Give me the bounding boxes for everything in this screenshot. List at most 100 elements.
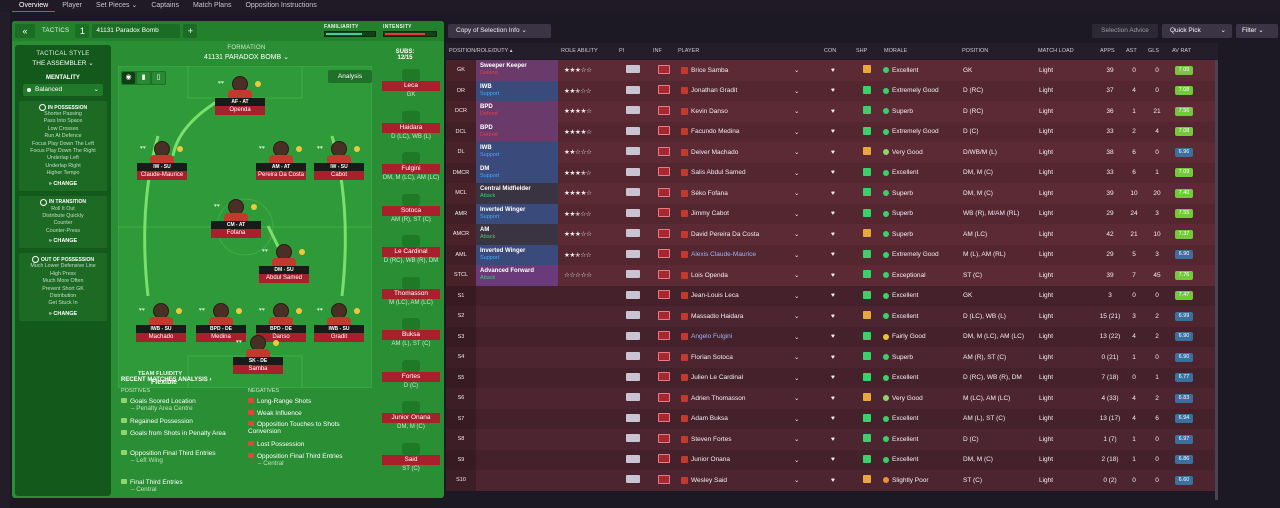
role-cell[interactable] [476, 286, 558, 307]
chevron-down-icon[interactable]: ⌄ [794, 231, 800, 239]
change-button[interactable]: » CHANGE [19, 238, 107, 244]
pi-cell[interactable] [616, 208, 650, 219]
player-cell[interactable]: Angelo Fulgini ⌄ [675, 333, 821, 341]
player-slot[interactable]: ♥♥ IW - SU Claude-Maurice [137, 141, 187, 181]
tab-2[interactable]: Set Pieces ⌄ [96, 2, 138, 9]
player-slot[interactable]: ♥♥ IWB - SU Gradit [314, 303, 364, 343]
sub-slot[interactable]: Leca GK [378, 69, 444, 109]
position-cell[interactable]: S10 [446, 470, 476, 491]
player-name[interactable]: Jonathan Gradit [691, 87, 738, 95]
player-name[interactable]: Angelo Fulgini [691, 333, 733, 341]
chevron-down-icon[interactable]: ⌄ [794, 87, 800, 95]
table-row[interactable]: DCL BPD Defend ★★★★☆ Facundo Medina ⌄ ♥ Extreme… [446, 121, 1218, 142]
table-scrollbar[interactable] [1215, 60, 1218, 500]
pi-cell[interactable] [616, 372, 650, 383]
column-header[interactable]: MATCH LOAD [1038, 48, 1074, 54]
position-cell[interactable]: S6 [446, 388, 476, 409]
position-cell[interactable]: S7 [446, 408, 476, 429]
table-row[interactable]: S2 Massadio Haidara ⌄ ♥ Excellent D (LC), WB … [446, 306, 1218, 327]
position-cell[interactable]: S9 [446, 449, 476, 470]
player-slot[interactable]: ♥♥ BPD - DE Danso [256, 303, 306, 343]
player-cell[interactable]: Kevin Danso ⌄ [675, 107, 821, 115]
analysis-title[interactable]: RECENT MATCHES ANALYSIS › [121, 377, 212, 383]
pi-cell[interactable] [616, 249, 650, 260]
player-cell[interactable]: Facundo Medina ⌄ [675, 128, 821, 136]
role-cell[interactable] [476, 409, 558, 430]
player-name[interactable]: Massadio Haidara [691, 312, 744, 320]
role-cell[interactable]: IWB Support [476, 142, 558, 163]
tactical-style-select[interactable]: THE ASSEMBLER ⌄ [32, 60, 94, 67]
player-cell[interactable]: Junior Onana ⌄ [675, 456, 821, 464]
chevron-down-icon[interactable]: ⌄ [794, 128, 800, 136]
player-name[interactable]: Facundo Medina [691, 128, 740, 136]
pi-cell[interactable] [616, 65, 650, 75]
table-row[interactable]: S7 Adam Buksa ⌄ ♥ Excellent AM (L), ST (C) Lig… [446, 408, 1218, 430]
table-row[interactable]: S1 Jean-Louis Leca ⌄ ♥ Excellent GK Light 3 0 0 7.… [446, 285, 1218, 307]
chevron-down-icon[interactable]: ⌄ [794, 190, 800, 198]
pitch-tool-2[interactable]: ▯ [152, 72, 165, 84]
tactic-slot-number[interactable]: 1 [75, 24, 90, 38]
tab-3[interactable]: Captains [151, 2, 179, 9]
role-cell[interactable]: DM Support [476, 162, 558, 183]
pi-cell[interactable] [616, 311, 650, 321]
position-cell[interactable]: S8 [446, 429, 476, 450]
chevron-down-icon[interactable]: ⌄ [794, 477, 800, 485]
role-cell[interactable]: Sweeper Keeper Defend [476, 60, 558, 81]
chevron-down-icon[interactable]: ⌄ [794, 313, 800, 321]
chevron-down-icon[interactable]: ⌄ [794, 108, 800, 116]
position-cell[interactable]: DCR [446, 101, 476, 122]
player-cell[interactable]: Wesley Said ⌄ [675, 476, 821, 484]
player-name[interactable]: Séko Fofana [691, 189, 728, 197]
pi-cell[interactable] [616, 454, 650, 465]
player-cell[interactable]: Massadio Haidara ⌄ [675, 312, 821, 320]
position-cell[interactable]: AMCR [446, 224, 476, 245]
player-name[interactable]: Wesley Said [691, 476, 728, 484]
column-header[interactable]: CON [824, 48, 837, 54]
role-cell[interactable] [476, 327, 558, 348]
filter-button[interactable]: Filter ⌄ [1236, 24, 1278, 38]
column-header[interactable]: AV RAT [1172, 48, 1192, 54]
chevron-down-icon[interactable]: ⌄ [794, 292, 800, 300]
tab-4[interactable]: Match Plans [192, 2, 232, 9]
player-cell[interactable]: Florian Sotoca ⌄ [675, 353, 821, 361]
player-name[interactable]: David Pereira Da Costa [691, 230, 760, 238]
player-name[interactable]: Junior Onana [691, 456, 731, 464]
chevron-down-icon[interactable]: ⌄ [794, 436, 800, 444]
role-cell[interactable]: Central Midfielder Attack [476, 183, 558, 204]
player-cell[interactable]: Jimmy Cabot ⌄ [675, 210, 821, 218]
position-cell[interactable]: GK [446, 60, 476, 81]
table-row[interactable]: S10 Wesley Said ⌄ ♥ Slightly Poor ST (C) Light… [446, 470, 1218, 491]
chevron-down-icon[interactable]: ⌄ [794, 395, 800, 403]
column-header[interactable]: AST [1126, 48, 1137, 54]
position-cell[interactable]: S5 [446, 367, 476, 388]
pitch-tool-0[interactable]: ◉ [122, 72, 135, 84]
role-cell[interactable] [476, 450, 558, 471]
role-cell[interactable] [476, 470, 558, 491]
role-cell[interactable]: Advanced Forward Attack [476, 265, 558, 286]
pi-cell[interactable] [616, 331, 650, 342]
copy-selection-button[interactable]: Copy of Selection Info ⌄ [448, 24, 551, 38]
column-header[interactable]: PI [619, 48, 625, 54]
player-cell[interactable]: Adrien Thomasson ⌄ [675, 394, 821, 402]
column-header[interactable]: POSITION [962, 48, 989, 54]
chevron-down-icon[interactable]: ⌄ [794, 210, 800, 218]
position-cell[interactable]: STCL [446, 265, 476, 286]
chevron-down-icon[interactable]: ⌄ [794, 149, 800, 157]
player-cell[interactable]: Adam Buksa ⌄ [675, 415, 821, 423]
quick-pick-button[interactable]: Quick Pick ⌄ [1162, 24, 1232, 38]
position-cell[interactable]: DCL [446, 121, 476, 142]
player-cell[interactable]: David Pereira Da Costa ⌄ [675, 230, 821, 238]
player-slot[interactable]: ♥♥ BPD - DE Medina [196, 303, 246, 343]
position-cell[interactable]: MCL [446, 183, 476, 204]
pi-cell[interactable] [616, 106, 650, 116]
column-header[interactable]: INF [653, 48, 662, 54]
position-cell[interactable]: S3 [446, 326, 476, 347]
player-name[interactable]: Alexis Claude-Maurice [691, 251, 757, 259]
sub-slot[interactable]: Haidara D (LC), WB (L) [378, 110, 444, 151]
position-cell[interactable]: DL [446, 142, 476, 163]
column-header[interactable]: APPS [1100, 48, 1115, 54]
player-name[interactable]: Lois Openda [691, 271, 728, 279]
table-row[interactable]: DR IWB Support ★★✭☆☆ Jonathan Gradit ⌄ ♥ Extrem… [446, 80, 1218, 101]
player-name[interactable]: Kevin Danso [691, 107, 728, 115]
table-row[interactable]: S6 Adrien Thomasson ⌄ ♥ Very Good M (LC), AM … [446, 388, 1218, 409]
